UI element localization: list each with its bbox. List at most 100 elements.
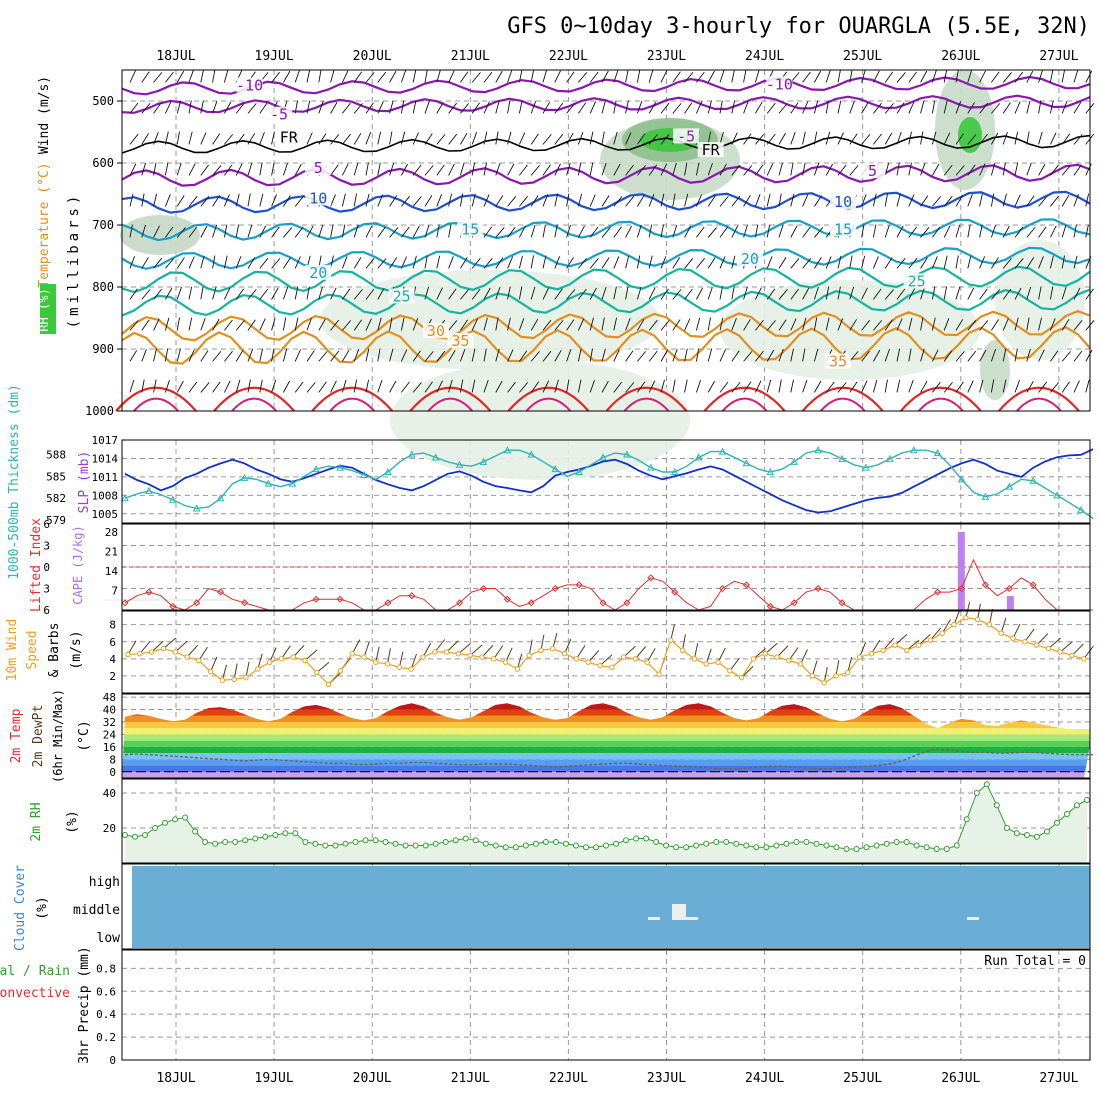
wind-barb [790,318,797,331]
rh-marker [803,839,810,845]
wind-barb [684,225,692,238]
wind-barb [519,196,528,207]
wind-barb [365,225,373,238]
wind-barb [424,351,434,362]
rh-shading [120,215,200,255]
precip-tick-label: 0.6 [96,985,116,998]
rh-marker [903,839,910,845]
wind-barb [306,69,311,83]
contour-label-bg [457,221,484,237]
wind-barb [766,133,776,145]
lifted-index-marker [456,599,464,607]
wind-barb [259,288,269,300]
wind-speed-marker [668,637,674,643]
contour-label: 35 [451,332,469,350]
panel-frame [121,778,1091,864]
wind-barb [200,286,204,300]
wind-barb [648,69,654,83]
wind-barb [813,317,818,331]
wind-barb [648,101,657,114]
wind-barb [176,227,186,238]
wind-barb [271,348,275,362]
wind-barb [153,318,160,331]
wind-barb [247,319,256,331]
wind-barb [400,256,408,269]
thickness-marker [216,494,225,502]
rh-area [125,784,1087,863]
li-tick-label: 3 [43,583,50,596]
wind-barb [459,162,465,176]
lifted-index-marker [623,599,631,607]
wind-barb [790,379,794,393]
wind-barb [566,224,571,238]
wind-barb [471,258,481,269]
wind-barb [943,69,948,83]
wind-barb [648,255,653,269]
rh-marker [723,839,730,845]
wind-barb [436,101,444,114]
wind-barb [825,69,831,83]
lifted-index-marker [193,599,201,607]
wind-speed-marker [1045,645,1052,652]
lifted-index-marker [503,595,511,603]
wind-barb [601,131,605,145]
wind-barb [695,194,703,207]
wind-barb [153,102,162,114]
run-total-label: Run Total = 0 [984,954,1086,969]
wind-barb [778,103,788,114]
ylabel-minmax: (6hr Min/Max) [51,689,65,783]
wind-barb [566,103,576,114]
wind-barb [636,69,641,83]
wind-barb [884,348,890,362]
wind-barb [695,317,701,331]
contour-label: 25 [393,287,411,305]
wind-barb [648,224,653,238]
wind-barb [731,350,740,362]
wind-barb [1038,349,1045,362]
wind-barb [188,256,195,269]
wind-barb [566,257,574,269]
wind-speed-marker [656,671,662,677]
wind-barb [755,319,764,331]
wind-barb [861,380,868,393]
wind-tick-label: 6 [109,636,116,649]
wind-speed-marker [408,666,414,672]
wind-barb [294,226,304,238]
wind-barb [188,381,198,393]
wind-barb [837,382,847,393]
wind-speed-marker [727,668,733,674]
wind-barb [1061,319,1070,331]
thickness-marker [1005,482,1014,490]
wind-barb [884,71,894,83]
wind-barb [483,317,488,331]
wind-speed-marker [1010,635,1016,642]
surface-heat-contour [623,397,670,412]
lifted-index-marker [312,595,320,603]
lifted-index-marker [217,588,225,596]
wind-speed-marker [337,668,344,674]
wind-barb [837,286,841,300]
wind-barb [353,224,359,238]
thickness-marker [670,467,679,476]
wind-barb [342,349,350,362]
wind-barb [719,69,725,83]
pressure-tick-label: 800 [92,280,114,294]
wind-barb [306,318,312,331]
wind-barb [212,224,218,238]
wind-barb [400,69,407,83]
temperature-contour [121,75,1091,96]
wind-barb [979,379,984,393]
date-label-top: 26JUL [941,49,980,64]
wind-barb [1073,350,1083,362]
lifted-index-marker [575,581,583,589]
wind-speed-marker [644,659,650,665]
wind-barb [530,224,536,238]
rh-marker [342,840,349,847]
surface-heat-contour [605,386,688,412]
wind-tick-label: 4 [109,653,116,666]
contour-label-bg [903,273,930,289]
wind-barb [530,165,540,176]
wind-barb [306,225,314,238]
thickness-marker [623,450,631,458]
wind-barb [601,380,609,393]
